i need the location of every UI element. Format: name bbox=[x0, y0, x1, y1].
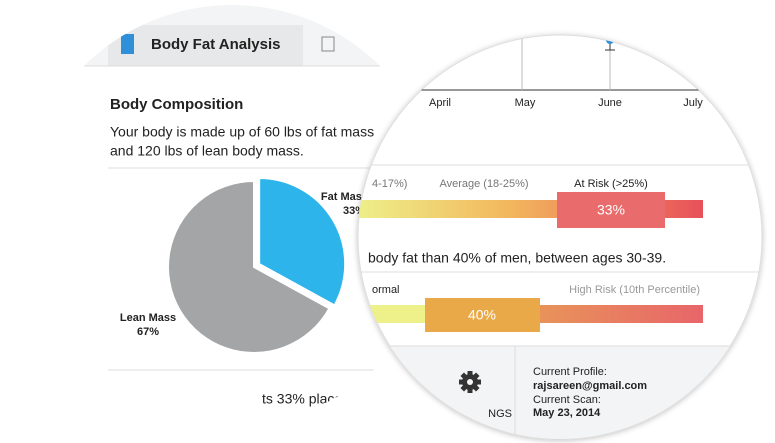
tab-title: Body Fat Analysis bbox=[151, 36, 280, 53]
tab-icon bbox=[121, 34, 134, 54]
gauge-marker-label: 33% bbox=[597, 202, 625, 218]
footer-text: ts 33% places bbox=[262, 391, 349, 407]
x-label: June bbox=[598, 97, 622, 109]
gauge-label: Average (18-25%) bbox=[439, 178, 528, 190]
settings-icon[interactable] bbox=[459, 371, 481, 393]
gauge-label: At Risk (>25%) bbox=[574, 178, 648, 190]
data-point bbox=[606, 36, 614, 44]
pie-value-label: 67% bbox=[137, 326, 159, 338]
gauge-marker bbox=[425, 298, 540, 332]
table-icon[interactable] bbox=[321, 36, 335, 52]
scan-date: May 23, 2014 bbox=[533, 407, 601, 419]
profile-email: rajsareen@gmail.com bbox=[533, 380, 647, 392]
gauge-marker-label: 40% bbox=[468, 307, 496, 323]
gauge-marker bbox=[557, 192, 665, 228]
pie-slice bbox=[167, 179, 331, 354]
pie-label: Fat Mass bbox=[321, 191, 368, 203]
scan-label: Current Scan: bbox=[533, 394, 601, 406]
x-label: May bbox=[515, 97, 536, 109]
profile-label: Current Profile: bbox=[533, 366, 607, 378]
x-label: July bbox=[683, 97, 703, 109]
section-title: Body Composition bbox=[110, 96, 243, 113]
gauge-bar bbox=[540, 305, 703, 323]
comparison-text: body fat than 40% of men, between ages 3… bbox=[368, 250, 666, 266]
summary-line: Your body is made up of 60 lbs of fat ma… bbox=[110, 124, 374, 140]
settings-label: NGS bbox=[488, 408, 512, 420]
gauge-bar bbox=[358, 305, 430, 323]
gauge-label: High Risk (10th Percentile) bbox=[569, 284, 700, 296]
gauge-label: 4-17%) bbox=[372, 178, 407, 190]
summary-line: and 120 lbs of lean body mass. bbox=[110, 143, 304, 159]
pie-label: Lean Mass bbox=[120, 312, 176, 324]
x-label: April bbox=[429, 97, 451, 109]
gauge-label: ormal bbox=[372, 284, 400, 296]
tab[interactable] bbox=[108, 25, 303, 66]
pie-slice bbox=[258, 176, 347, 307]
